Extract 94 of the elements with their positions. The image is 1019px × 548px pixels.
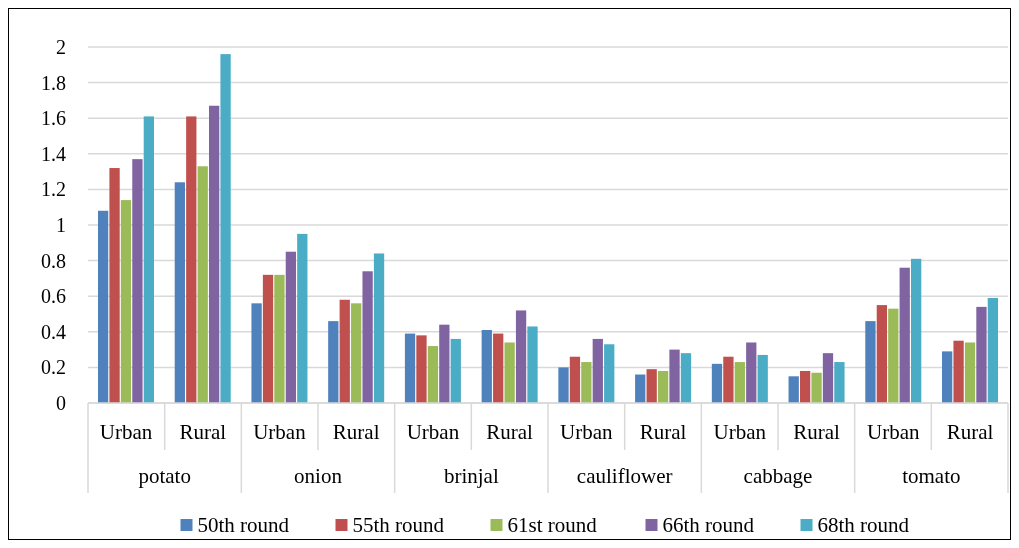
x-tick-label: Rural: [793, 420, 841, 445]
x-tick-label: Urban: [406, 420, 460, 445]
bar: [209, 105, 220, 403]
legend-label: 61st round: [507, 513, 598, 538]
bar: [143, 116, 154, 403]
bar: [865, 321, 876, 403]
bar: [416, 335, 427, 403]
bar: [757, 354, 768, 403]
bar: [646, 369, 657, 403]
bar: [888, 308, 899, 403]
x-tick-label: Rural: [179, 420, 227, 445]
bar: [911, 258, 922, 403]
bar: [711, 363, 723, 403]
bar: [734, 362, 745, 403]
bar: [97, 210, 109, 403]
bar: [723, 356, 734, 403]
bar: [746, 342, 757, 403]
bar: [635, 374, 646, 403]
bar: [362, 271, 373, 403]
bar: [834, 362, 845, 403]
bar: [942, 351, 953, 403]
bar: [220, 54, 231, 403]
bar: [439, 324, 450, 403]
bar: [876, 305, 887, 403]
x-tick-label: Rural: [486, 420, 534, 445]
bar: [558, 367, 569, 403]
bar: [788, 376, 799, 403]
legend-label: 50th round: [197, 513, 290, 538]
bar: [481, 330, 492, 403]
x-tick-label: Urban: [713, 420, 767, 445]
bar: [109, 168, 120, 403]
legend-label: 68th round: [817, 513, 910, 538]
bar: [822, 353, 834, 403]
x-tick-label: Rural: [946, 420, 994, 445]
bar: [186, 116, 197, 403]
bar: [132, 159, 143, 403]
y-tick-label: 0.6: [41, 285, 66, 308]
y-tick-label: 0: [56, 392, 66, 414]
x-tick-label: Urban: [560, 420, 614, 445]
bar: [964, 342, 976, 403]
y-tick-label: 0.8: [41, 249, 66, 272]
bar: [515, 310, 527, 403]
bar: [197, 166, 208, 403]
bar: [976, 306, 987, 403]
text: potato: [138, 464, 191, 489]
bar: [251, 303, 262, 403]
bar: [297, 233, 308, 403]
bar: [504, 342, 515, 403]
text: tomato: [902, 464, 961, 489]
bar: [569, 356, 581, 403]
y-tick-label: 1: [56, 214, 66, 236]
text: onion: [294, 464, 343, 489]
bar: [680, 353, 692, 403]
text: cabbage: [743, 464, 813, 489]
x-tick-label: Rural: [639, 420, 687, 445]
bar: [604, 344, 615, 403]
bar: [351, 303, 362, 403]
bar: [899, 267, 910, 403]
bar: [120, 200, 132, 403]
y-tick-label: 1.2: [41, 178, 66, 201]
bar: [527, 326, 538, 403]
bar: [404, 333, 416, 403]
bar: [987, 297, 999, 403]
x-tick-label: Urban: [867, 420, 921, 445]
bar: [657, 370, 669, 403]
legend-label: 55th round: [352, 513, 445, 538]
bar: [811, 372, 822, 403]
bar: [669, 349, 680, 403]
text: cauliflower: [576, 464, 673, 489]
bar: [373, 253, 385, 403]
y-tick-label: 2: [56, 36, 66, 58]
bar: [799, 370, 811, 403]
text: brinjal: [443, 464, 499, 489]
bar: [274, 274, 285, 403]
bar: [581, 362, 592, 403]
bar: [285, 251, 297, 403]
bar: [592, 338, 603, 403]
bar: [328, 321, 339, 403]
y-tick-label: 1.8: [41, 71, 66, 94]
legend-label: 66th round: [662, 513, 755, 538]
x-tick-label: Urban: [253, 420, 307, 445]
bar: [174, 182, 185, 403]
y-tick-label: 0.4: [41, 320, 66, 343]
bar: [953, 340, 964, 403]
y-tick-label: 0.2: [41, 356, 66, 379]
bar: [262, 274, 274, 403]
x-tick-label: Rural: [332, 420, 380, 445]
bar: [339, 299, 350, 403]
y-tick-label: 1.4: [41, 142, 66, 165]
x-tick-label: Urban: [99, 420, 153, 445]
bar: [427, 346, 439, 403]
y-tick-label: 1.6: [41, 107, 66, 130]
bar: [450, 338, 461, 403]
bar: [493, 333, 504, 403]
